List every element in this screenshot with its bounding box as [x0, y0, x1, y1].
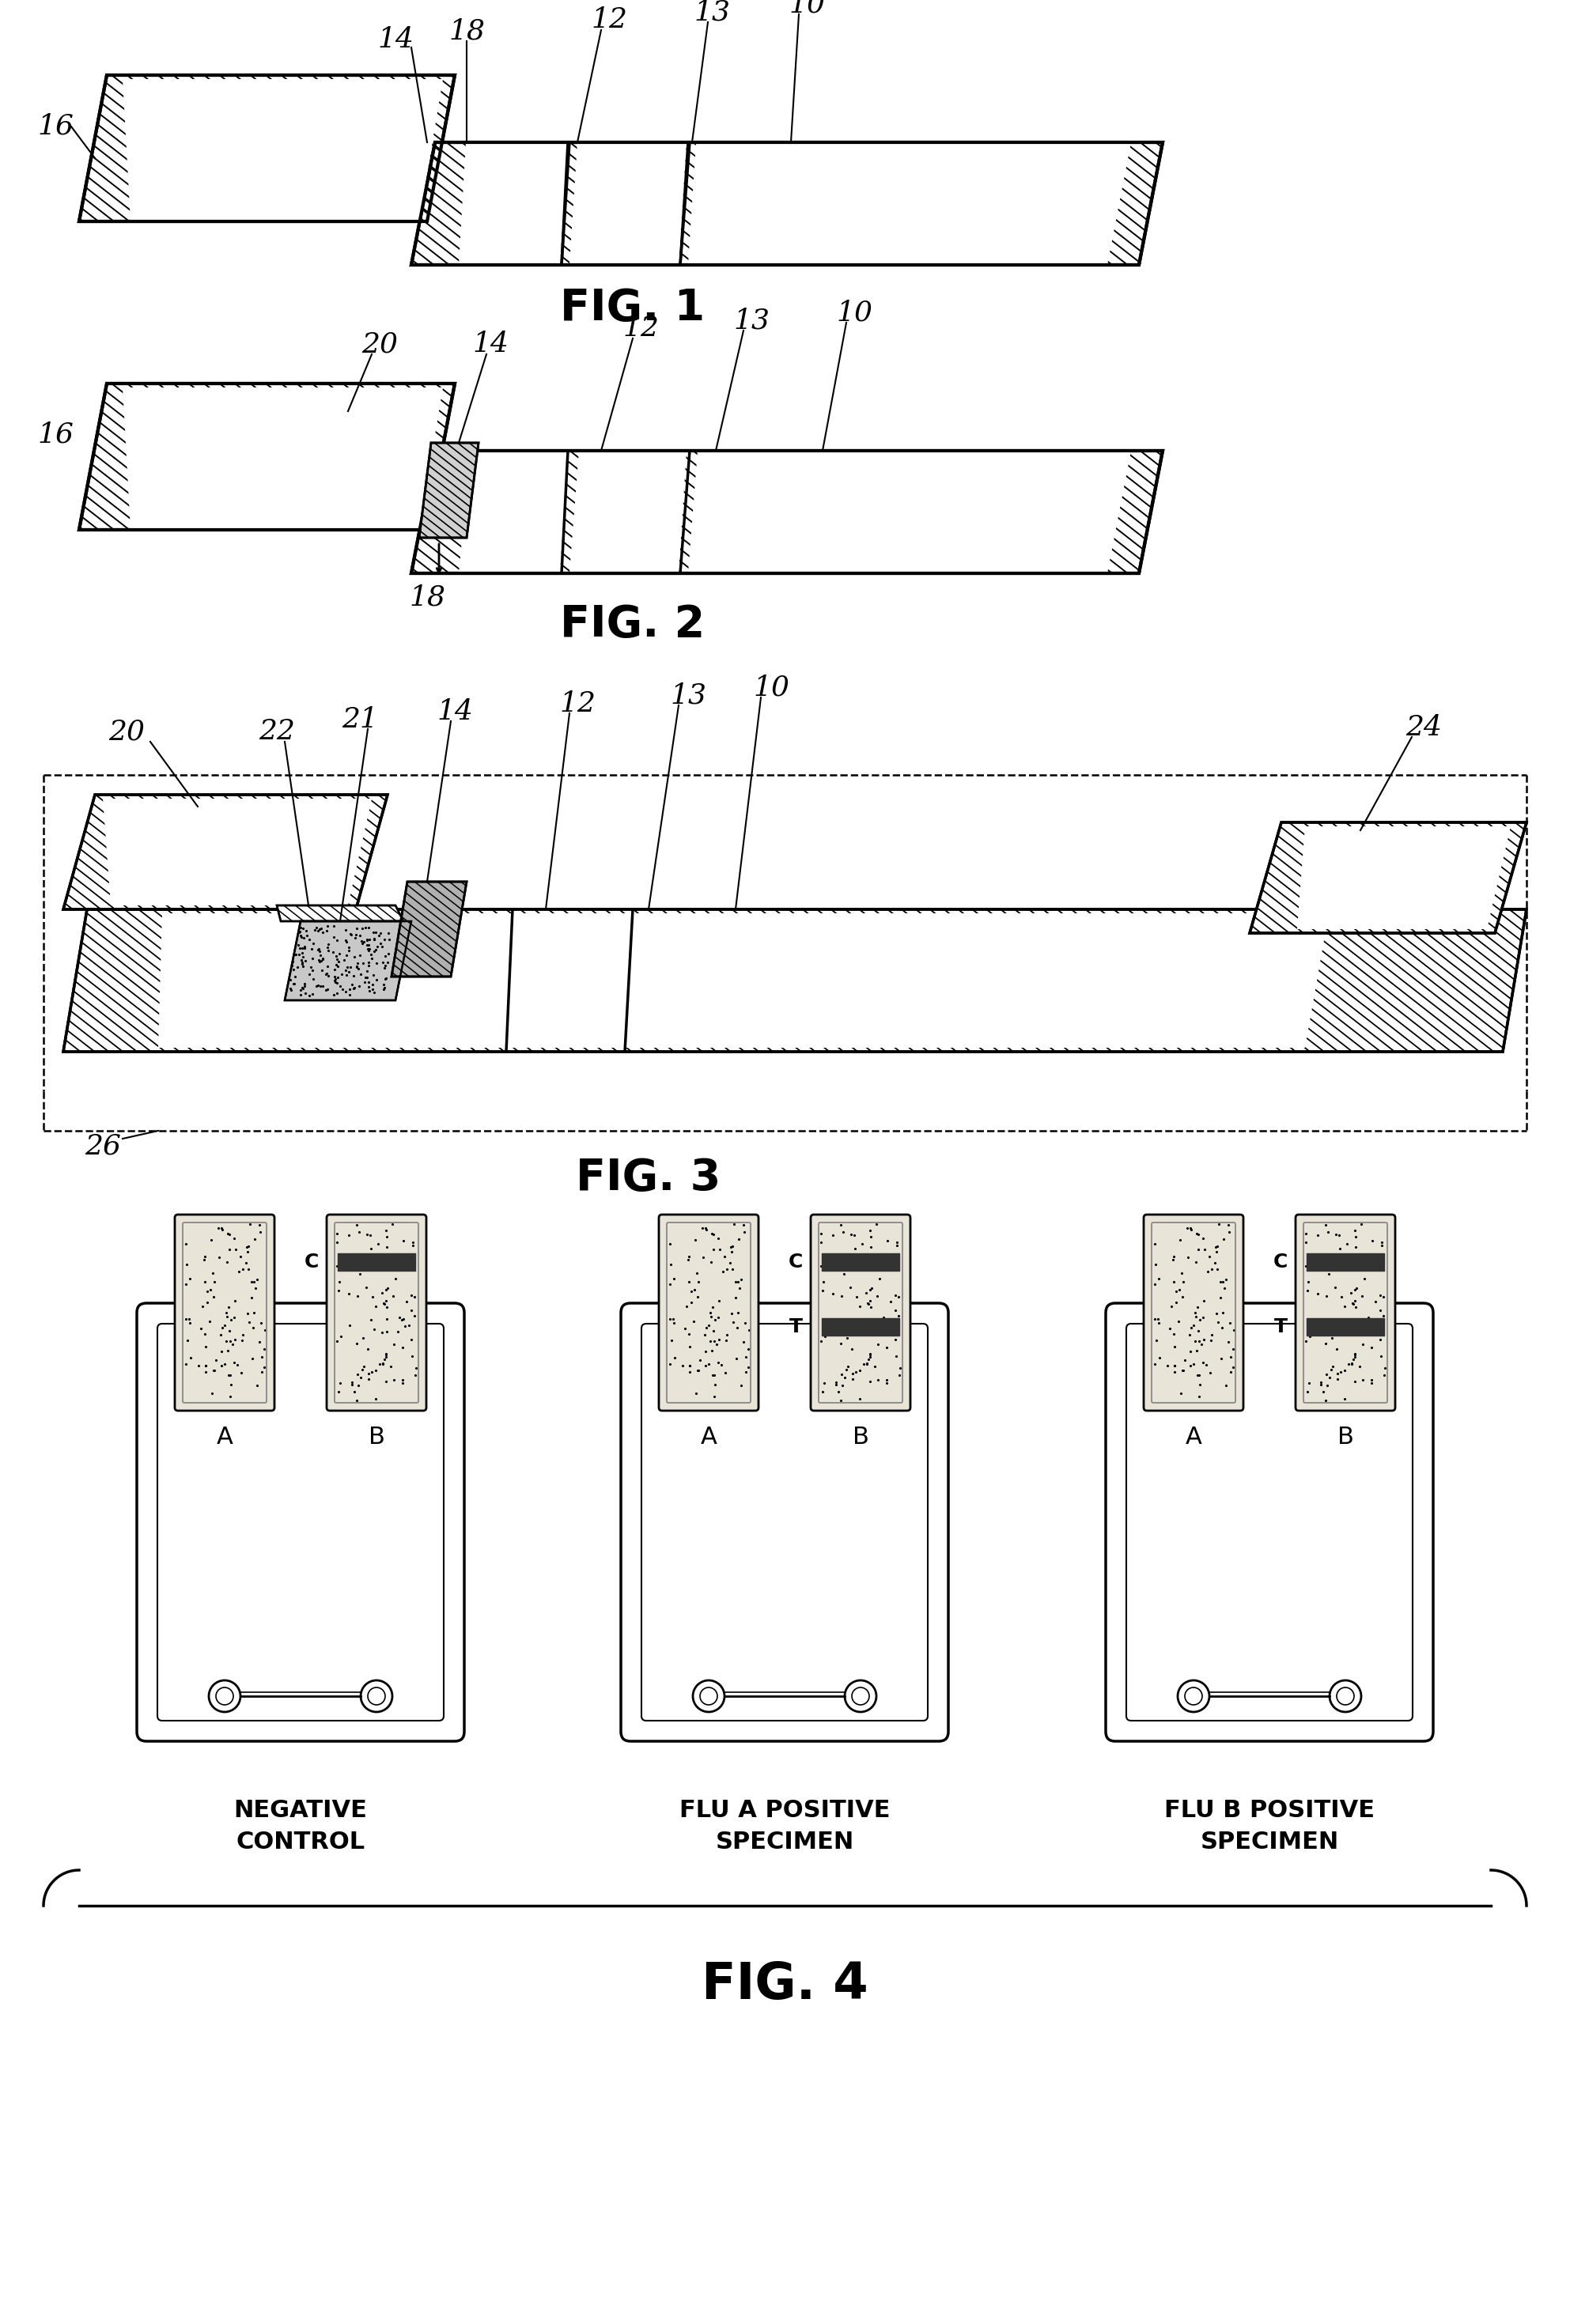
Polygon shape [688, 142, 1130, 265]
Polygon shape [122, 79, 443, 221]
FancyBboxPatch shape [659, 1215, 758, 1411]
Text: FLU A POSITIVE
SPECIMEN: FLU A POSITIVE SPECIMEN [680, 1799, 890, 1855]
Text: 18: 18 [449, 19, 485, 44]
Text: 20: 20 [361, 330, 397, 358]
Polygon shape [1297, 827, 1510, 930]
Polygon shape [102, 799, 372, 906]
Text: 14: 14 [473, 330, 509, 358]
Polygon shape [63, 795, 388, 909]
Text: B: B [853, 1427, 868, 1450]
Polygon shape [411, 451, 1163, 574]
FancyBboxPatch shape [1105, 1304, 1433, 1741]
Text: 13: 13 [733, 307, 769, 335]
FancyBboxPatch shape [1143, 1215, 1243, 1411]
Polygon shape [570, 142, 686, 265]
Text: FIG. 4: FIG. 4 [702, 1959, 868, 2010]
Text: FLU B POSITIVE
SPECIMEN: FLU B POSITIVE SPECIMEN [1165, 1799, 1375, 1855]
Text: A: A [217, 1427, 232, 1450]
Text: 12: 12 [622, 314, 659, 342]
Text: 21: 21 [342, 706, 378, 732]
Text: B: B [369, 1427, 385, 1450]
Text: 14: 14 [436, 697, 473, 725]
Polygon shape [122, 388, 443, 530]
Polygon shape [284, 920, 411, 999]
Polygon shape [411, 142, 1163, 265]
Polygon shape [391, 881, 466, 976]
Text: 10: 10 [835, 300, 873, 325]
Text: 14: 14 [377, 26, 413, 53]
Text: T: T [790, 1318, 802, 1336]
Text: 16: 16 [38, 114, 74, 139]
Text: 20: 20 [108, 718, 144, 746]
Text: C: C [788, 1253, 802, 1271]
Polygon shape [78, 383, 455, 530]
Text: 10: 10 [788, 0, 824, 16]
Text: 22: 22 [259, 718, 295, 746]
Polygon shape [458, 451, 568, 574]
FancyBboxPatch shape [1295, 1215, 1396, 1411]
Text: 16: 16 [38, 421, 74, 449]
Text: FIG. 1: FIG. 1 [560, 288, 705, 330]
Polygon shape [458, 142, 568, 265]
Text: C: C [1273, 1253, 1287, 1271]
Polygon shape [159, 913, 1328, 1048]
Text: 12: 12 [559, 690, 595, 718]
Text: A: A [1185, 1427, 1201, 1450]
Polygon shape [688, 451, 1130, 574]
FancyBboxPatch shape [137, 1304, 465, 1741]
Text: C: C [305, 1253, 319, 1271]
Text: 13: 13 [694, 0, 730, 26]
Text: B: B [1338, 1427, 1353, 1450]
FancyBboxPatch shape [327, 1215, 427, 1411]
Text: 26: 26 [85, 1134, 121, 1160]
Text: 24: 24 [1405, 713, 1441, 741]
FancyBboxPatch shape [620, 1304, 948, 1741]
Polygon shape [276, 906, 403, 920]
Text: FIG. 2: FIG. 2 [560, 604, 705, 646]
Polygon shape [1250, 823, 1526, 932]
FancyBboxPatch shape [810, 1215, 911, 1411]
Text: A: A [700, 1427, 717, 1450]
Polygon shape [78, 74, 455, 221]
Text: FIG. 3: FIG. 3 [576, 1157, 721, 1199]
FancyBboxPatch shape [174, 1215, 275, 1411]
Text: 12: 12 [590, 7, 626, 33]
Text: 10: 10 [754, 674, 790, 702]
Text: 18: 18 [408, 583, 446, 611]
Text: 13: 13 [670, 683, 707, 709]
Polygon shape [570, 451, 686, 574]
Polygon shape [419, 444, 479, 537]
Text: NEGATIVE
CONTROL: NEGATIVE CONTROL [234, 1799, 367, 1855]
Polygon shape [63, 909, 1526, 1053]
Text: T: T [1275, 1318, 1287, 1336]
